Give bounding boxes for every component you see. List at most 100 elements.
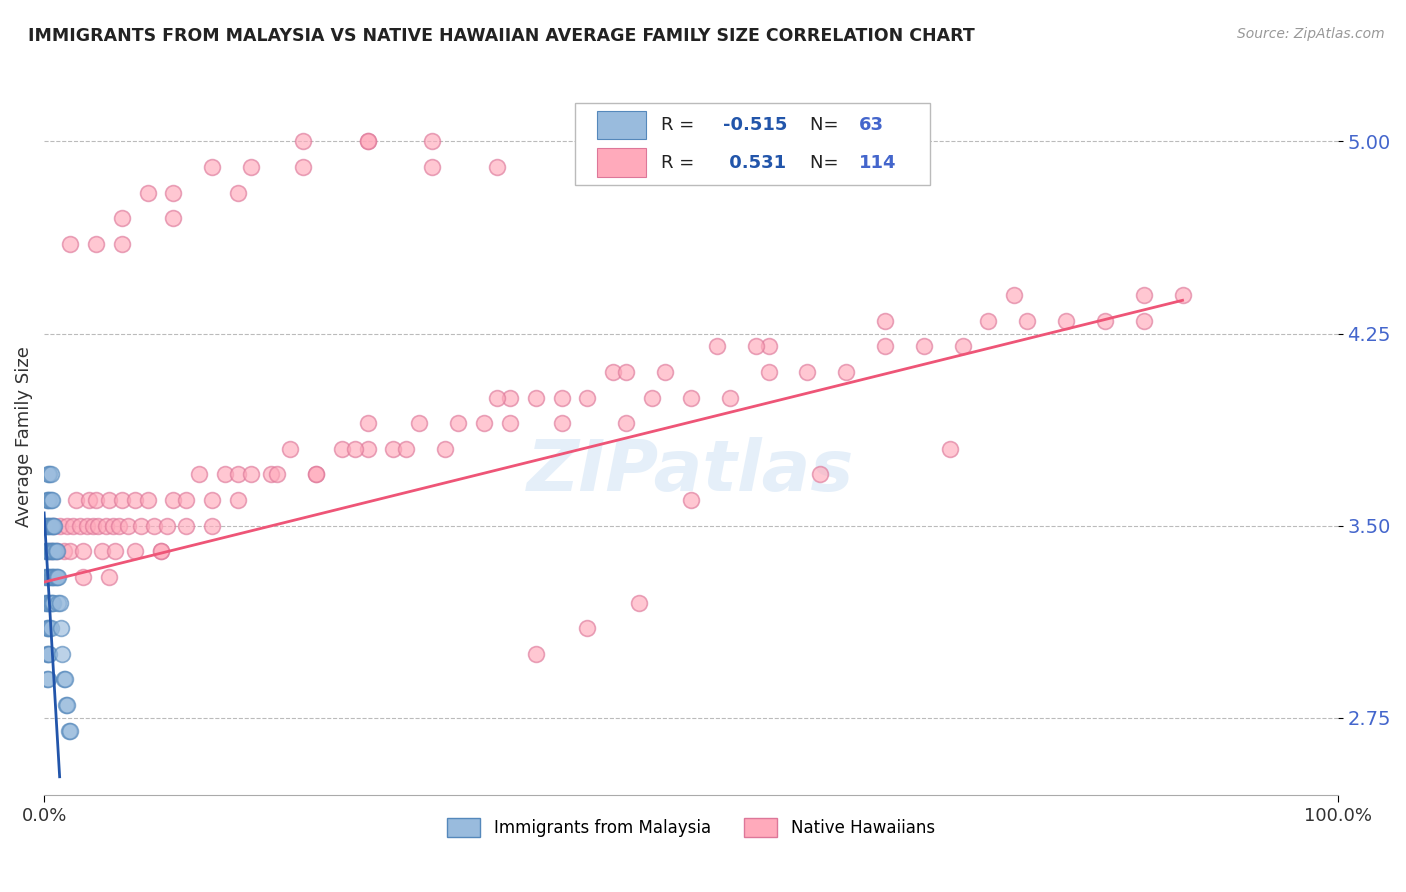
Point [38, 467, 60, 482]
Point [614, 417, 637, 431]
Point [226, 186, 249, 200]
Point [873, 339, 896, 353]
Point [34, 570, 56, 584]
Point [873, 314, 896, 328]
Point [576, 391, 599, 405]
Point [39, 621, 62, 635]
Point [104, 544, 127, 558]
Point [37, 570, 59, 584]
Point [226, 467, 249, 482]
Point [35, 570, 58, 584]
Point [35, 493, 58, 508]
Point [58, 723, 80, 738]
Point [56, 518, 79, 533]
Point [111, 493, 134, 508]
Point [84, 236, 107, 251]
Point [44, 570, 66, 584]
Point [136, 186, 159, 200]
Point [499, 391, 522, 405]
Point [305, 467, 328, 482]
Point [614, 365, 637, 379]
Point [143, 518, 166, 533]
Text: N=: N= [810, 153, 844, 171]
Point [201, 518, 224, 533]
Point [808, 467, 831, 482]
Point [37, 647, 59, 661]
Point [38, 544, 60, 558]
Point [35, 544, 58, 558]
FancyBboxPatch shape [596, 148, 645, 177]
Point [37, 596, 59, 610]
Point [330, 442, 353, 456]
FancyBboxPatch shape [575, 103, 931, 185]
Point [39, 467, 62, 482]
Point [149, 544, 172, 558]
Point [46, 596, 69, 610]
Point [259, 467, 281, 482]
Point [796, 365, 818, 379]
Point [679, 493, 702, 508]
Point [240, 467, 263, 482]
Point [162, 186, 184, 200]
Point [718, 391, 741, 405]
Point [485, 160, 508, 174]
Point [744, 339, 766, 353]
Point [758, 365, 780, 379]
Point [1132, 314, 1154, 328]
Point [34, 518, 56, 533]
Point [420, 135, 443, 149]
Point [641, 391, 664, 405]
Point [44, 544, 66, 558]
Point [42, 570, 65, 584]
Point [52, 544, 75, 558]
Point [447, 417, 470, 431]
Point [305, 467, 328, 482]
Point [835, 365, 858, 379]
Point [382, 442, 405, 456]
Point [628, 596, 651, 610]
Point [111, 211, 134, 226]
Text: N=: N= [810, 116, 844, 134]
Point [472, 417, 495, 431]
Point [37, 467, 59, 482]
Point [356, 135, 378, 149]
Point [408, 417, 430, 431]
Point [977, 314, 1000, 328]
Point [46, 570, 69, 584]
Point [524, 391, 547, 405]
Point [59, 544, 82, 558]
Point [38, 596, 60, 610]
Point [117, 518, 139, 533]
Point [87, 518, 110, 533]
Point [97, 570, 120, 584]
Point [758, 339, 780, 353]
Point [35, 596, 58, 610]
Point [214, 467, 236, 482]
Point [912, 339, 935, 353]
Point [96, 518, 118, 533]
Point [1171, 288, 1194, 302]
Point [420, 160, 443, 174]
Point [434, 442, 457, 456]
Text: ZIPatlas: ZIPatlas [527, 437, 855, 507]
Y-axis label: Average Family Size: Average Family Size [15, 345, 32, 526]
Point [55, 698, 77, 712]
Point [679, 391, 702, 405]
Point [162, 493, 184, 508]
Point [176, 518, 198, 533]
Point [38, 493, 60, 508]
Point [38, 647, 60, 661]
Point [42, 518, 65, 533]
Point [45, 544, 67, 558]
Point [37, 673, 59, 687]
Point [201, 160, 224, 174]
Point [84, 493, 107, 508]
Point [52, 673, 75, 687]
Point [156, 518, 179, 533]
Point [59, 723, 82, 738]
Point [226, 493, 249, 508]
Point [37, 518, 59, 533]
Point [291, 135, 314, 149]
Point [39, 596, 62, 610]
Point [111, 236, 134, 251]
